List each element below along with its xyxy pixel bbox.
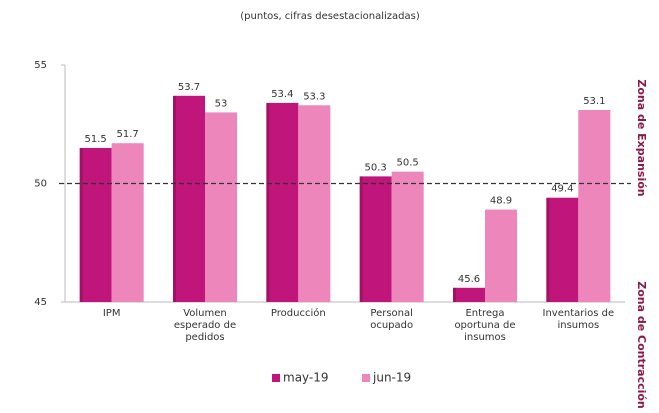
bar xyxy=(266,102,299,302)
x-tick-label-box: Entrega oportuna de insumos xyxy=(454,308,516,343)
legend-label: may-19 xyxy=(283,371,329,385)
x-tick-label: Entrega oportuna de insumos xyxy=(454,308,516,343)
value-label: 53.1 xyxy=(583,96,605,107)
y-tick-label: 45 xyxy=(34,297,47,308)
value-label: 53 xyxy=(215,98,228,109)
value-label: 50.3 xyxy=(365,162,387,173)
chart-subtitle: (puntos, cifras desestacionalizadas) xyxy=(240,11,420,22)
value-label: 53.4 xyxy=(271,89,293,100)
zone-expansion: Zona de Expansión xyxy=(635,79,648,196)
x-tick-label-box: Inventarios de insumos xyxy=(542,308,615,331)
legend-swatch xyxy=(272,374,280,382)
bar-side xyxy=(359,176,363,302)
value-label: 53.7 xyxy=(178,82,200,93)
value-label: 51.7 xyxy=(117,129,139,140)
value-label: 51.5 xyxy=(85,134,107,145)
x-tick-label-box: IPM xyxy=(102,308,121,319)
y-tick-label: 55 xyxy=(34,60,47,71)
value-label: 48.9 xyxy=(490,196,512,207)
x-tick-label: Inventarios de insumos xyxy=(542,308,615,331)
bar-side xyxy=(546,197,550,302)
bar-side xyxy=(266,102,270,302)
bar xyxy=(485,209,517,302)
bar-side xyxy=(173,95,176,302)
x-tick-label-box: Volumen esperado de pedidos xyxy=(173,308,237,343)
x-tick-label: Personal ocupado xyxy=(370,308,414,331)
legend-label: jun-19 xyxy=(372,371,411,385)
bar xyxy=(205,112,237,303)
bar xyxy=(298,105,331,302)
x-tick-label: Volumen esperado de pedidos xyxy=(173,308,237,343)
value-label: 53.3 xyxy=(303,91,325,102)
bar xyxy=(391,171,424,302)
bar xyxy=(173,95,205,302)
bar xyxy=(111,143,144,302)
bar xyxy=(359,176,392,302)
x-tick-label: Producción xyxy=(270,308,326,319)
value-label: 45.6 xyxy=(458,274,480,285)
bar xyxy=(79,147,112,302)
bar xyxy=(578,110,611,302)
value-label: 50.5 xyxy=(397,158,419,169)
value-label: 49.4 xyxy=(551,184,573,195)
bar-side xyxy=(79,147,83,302)
y-tick-label: 50 xyxy=(34,179,47,190)
legend-swatch xyxy=(362,374,370,382)
bar-side xyxy=(453,287,456,302)
zone-contraction: Zona de Contracción xyxy=(635,281,648,409)
x-tick-label-box: Personal ocupado xyxy=(370,308,414,331)
x-tick-label-box: Producción xyxy=(270,308,326,319)
bar xyxy=(546,197,579,302)
bar xyxy=(453,287,485,302)
x-tick-label: IPM xyxy=(102,308,121,319)
